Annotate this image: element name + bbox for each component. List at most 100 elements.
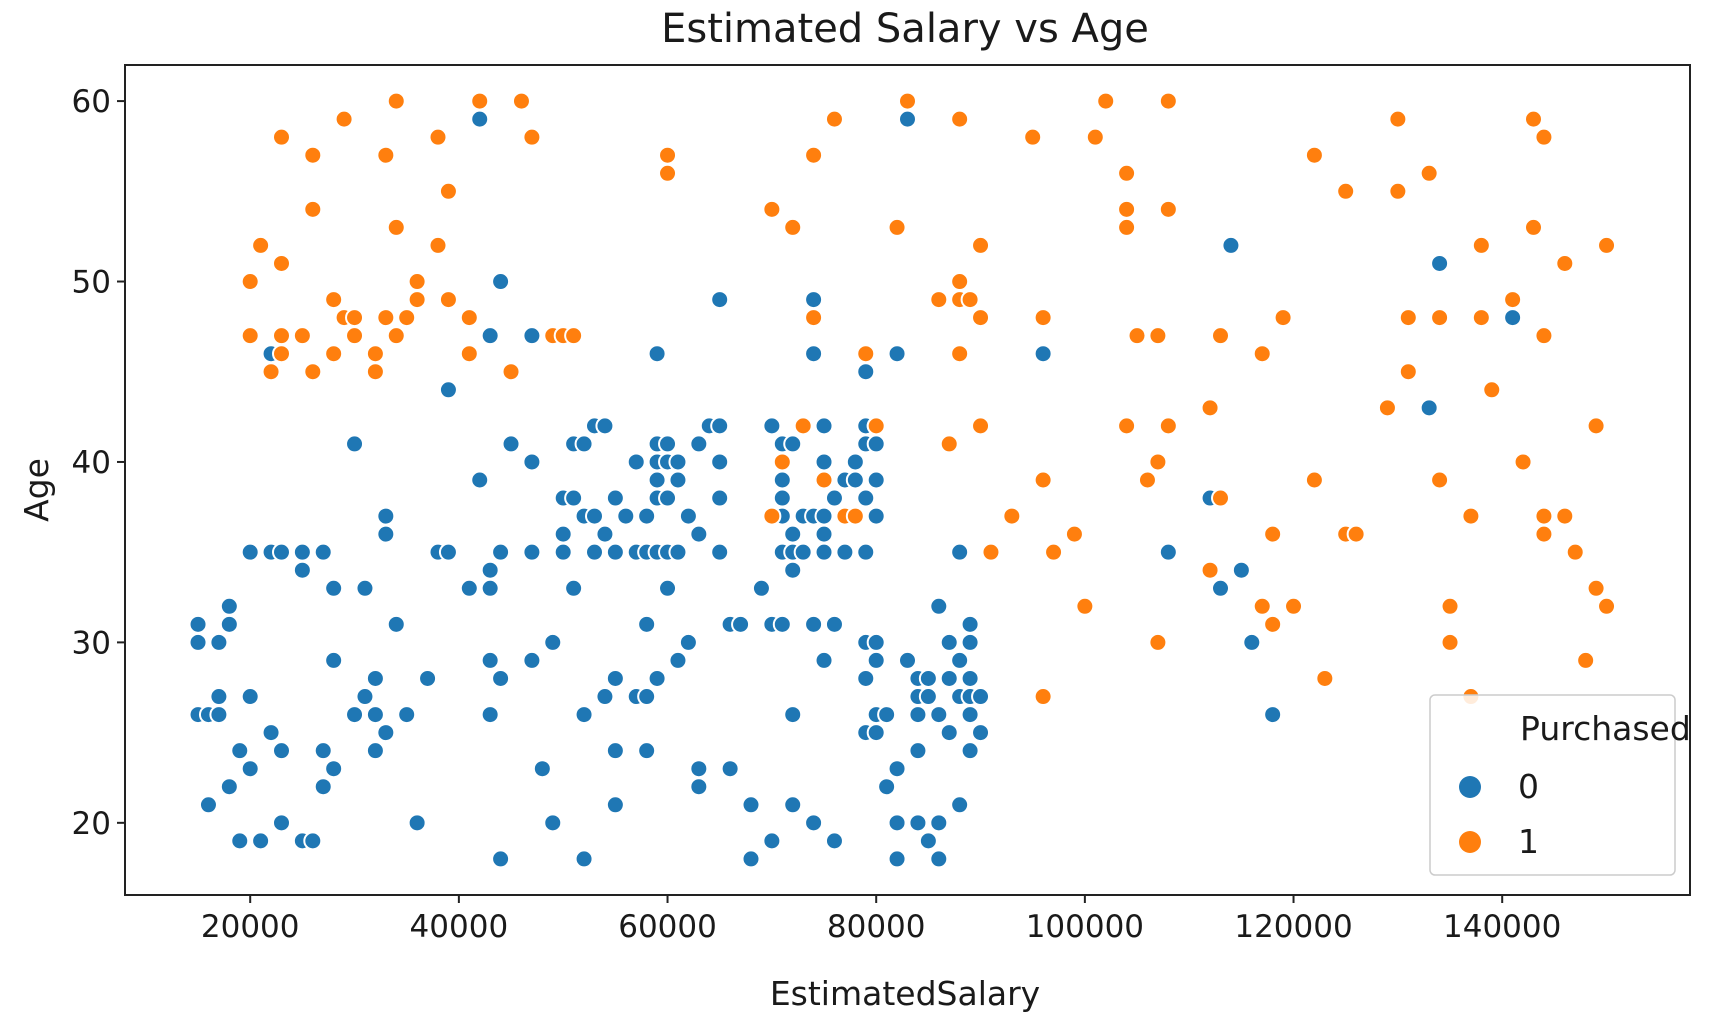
data-point-series-0 (345, 434, 365, 454)
data-point-series-0 (564, 488, 584, 508)
data-point-series-0 (939, 723, 959, 743)
data-point-series-1 (1117, 416, 1137, 436)
data-point-series-1 (511, 91, 531, 111)
data-point-series-0 (866, 506, 886, 526)
data-point-series-0 (689, 434, 709, 454)
data-point-series-1 (1471, 235, 1491, 255)
data-point-series-0 (574, 849, 594, 869)
data-point-series-1 (824, 109, 844, 129)
data-point-series-1 (324, 290, 344, 310)
data-point-series-0 (480, 578, 500, 598)
data-point-series-1 (1336, 181, 1356, 201)
data-point-series-1 (428, 235, 448, 255)
data-point-series-1 (950, 344, 970, 364)
data-point-series-0 (814, 542, 834, 562)
data-point-series-1 (762, 506, 782, 526)
data-point-series-1 (1211, 326, 1230, 346)
data-point-series-0 (365, 741, 385, 761)
data-point-series-0 (950, 650, 970, 670)
data-point-series-0 (804, 344, 824, 364)
data-point-series-0 (219, 777, 239, 797)
data-point-series-1 (303, 145, 323, 165)
data-point-series-0 (918, 668, 938, 688)
data-point-series-0 (866, 650, 886, 670)
x-tick-label: 120000 (1234, 909, 1352, 945)
data-point-series-1 (334, 109, 354, 129)
data-point-series-0 (918, 831, 938, 851)
data-point-series-0 (459, 578, 479, 598)
data-point-series-0 (741, 795, 761, 815)
data-point-series-0 (605, 668, 625, 688)
data-point-series-0 (783, 560, 803, 580)
legend-box (1429, 694, 1676, 876)
data-point-series-0 (710, 488, 730, 508)
data-point-series-1 (971, 416, 991, 436)
data-point-series-1 (1117, 163, 1137, 183)
data-point-series-0 (376, 506, 396, 526)
data-point-series-1 (1430, 308, 1450, 328)
data-point-series-1 (1419, 163, 1439, 183)
data-point-series-0 (866, 470, 886, 490)
data-point-series-1 (428, 127, 448, 147)
data-point-series-0 (553, 524, 573, 544)
data-point-series-0 (188, 614, 208, 634)
data-point-series-1 (1524, 109, 1543, 129)
data-point-series-0 (929, 596, 949, 616)
data-point-series-0 (887, 759, 907, 779)
y-tick-label: 60 (72, 84, 111, 120)
data-point-series-1 (1137, 470, 1157, 490)
data-point-series-0 (960, 741, 980, 761)
data-point-series-0 (365, 668, 385, 688)
data-point-series-0 (522, 326, 542, 346)
data-point-series-1 (898, 91, 917, 111)
data-point-series-1 (1377, 398, 1397, 418)
data-point-series-1 (1346, 524, 1366, 544)
data-point-series-0 (877, 705, 897, 725)
data-point-series-0 (762, 831, 782, 851)
data-point-series-0 (1033, 344, 1053, 364)
plot-area (188, 91, 1617, 869)
data-point-series-0 (814, 650, 834, 670)
data-point-series-0 (845, 452, 865, 472)
data-point-series-0 (605, 542, 625, 562)
data-point-series-1 (1158, 199, 1178, 219)
data-point-series-1 (272, 326, 291, 346)
chart-title: Estimated Salary vs Age (661, 6, 1149, 52)
data-point-series-0 (824, 488, 844, 508)
data-point-series-0 (887, 813, 907, 833)
data-point-series-0 (668, 650, 688, 670)
data-point-series-0 (292, 560, 312, 580)
data-point-series-1 (1534, 127, 1554, 147)
data-point-series-0 (918, 687, 938, 707)
data-point-series-0 (251, 831, 271, 851)
data-point-series-1 (887, 217, 907, 237)
data-point-series-1 (1284, 596, 1304, 616)
legend-label-1: 1 (1518, 822, 1539, 861)
data-point-series-0 (574, 434, 594, 454)
data-point-series-1 (1033, 308, 1053, 328)
data-point-series-1 (365, 362, 385, 382)
data-point-series-0 (564, 578, 584, 598)
data-point-series-0 (543, 813, 563, 833)
data-point-series-1 (1440, 632, 1460, 652)
data-point-series-0 (783, 795, 803, 815)
data-point-series-0 (376, 723, 396, 743)
data-point-series-0 (230, 741, 250, 761)
y-axis: 20 30 40 50 60 (72, 84, 125, 842)
data-point-series-0 (971, 723, 991, 743)
x-axis-label: EstimatedSalary (770, 974, 1040, 1013)
data-point-series-1 (1461, 506, 1481, 526)
data-point-series-0 (438, 542, 458, 562)
data-point-series-0 (365, 705, 385, 725)
data-point-series-0 (209, 705, 229, 725)
y-tick-label: 50 (72, 265, 111, 301)
data-point-series-1 (1398, 308, 1418, 328)
data-point-series-0 (553, 542, 573, 562)
data-point-series-1 (950, 272, 970, 292)
data-point-series-1 (1148, 452, 1168, 472)
data-point-series-0 (804, 290, 824, 310)
data-point-series-0 (866, 434, 886, 454)
data-point-series-0 (313, 542, 333, 562)
data-point-series-0 (866, 723, 886, 743)
data-point-series-1 (438, 290, 458, 310)
